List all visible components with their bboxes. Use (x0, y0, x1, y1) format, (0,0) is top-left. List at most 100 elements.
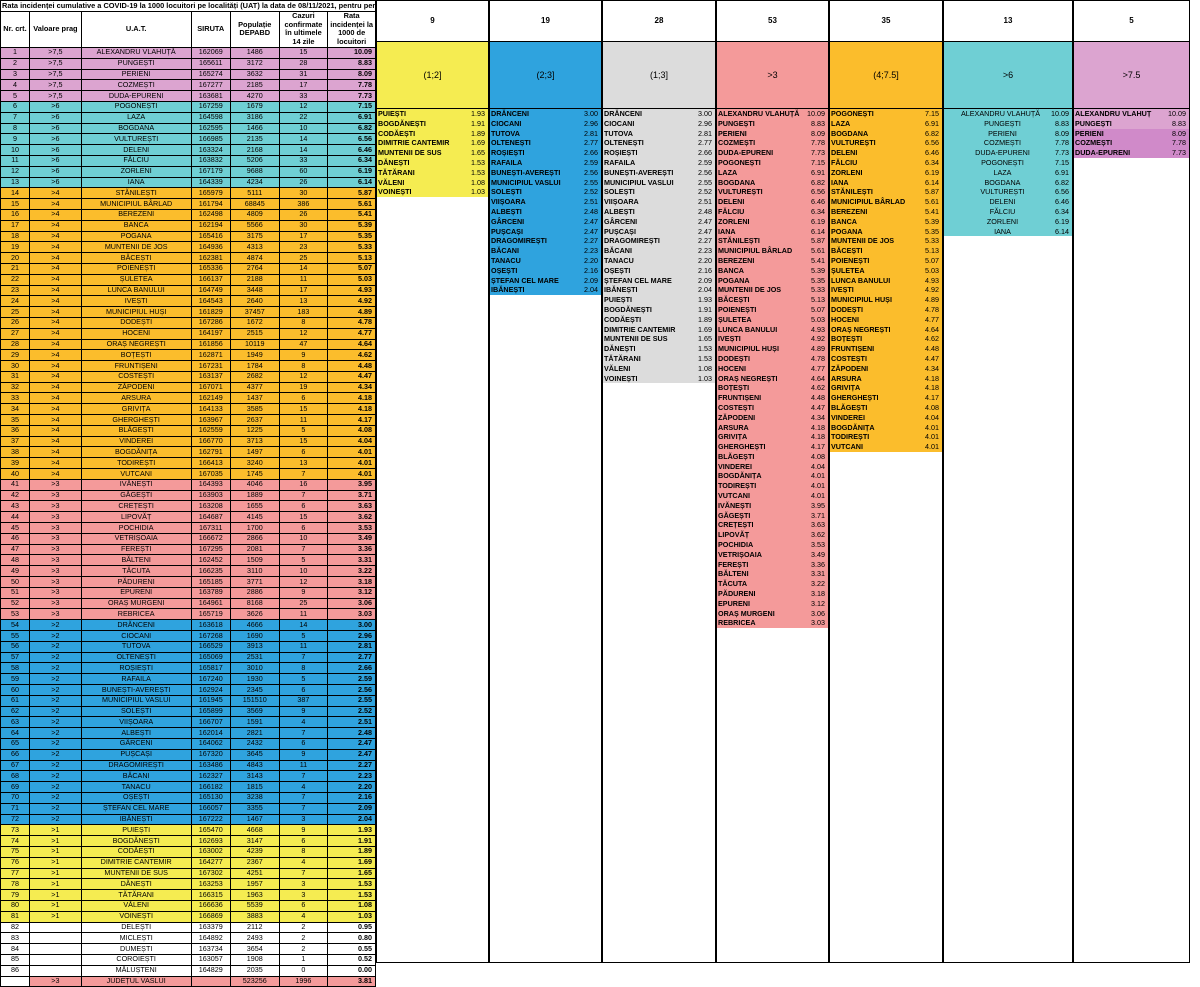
category-item-value: 5.61 (811, 246, 825, 256)
category-item-name: BĂCANI (491, 246, 519, 256)
category-item: VUTCANI 4.01 (830, 442, 942, 452)
category-item-value: 2.47 (698, 226, 712, 236)
siruta-code: 167259 (190, 100, 231, 113)
category-item-value: 2.66 (584, 148, 598, 158)
category-item-name: DĂNEȘTI (604, 344, 636, 354)
siruta-code: 165185 (190, 576, 231, 588)
siruta-code: 166672 (190, 532, 231, 545)
threshold-value: >4 (29, 424, 82, 437)
category-item-value: 3.95 (811, 500, 825, 510)
uat-name: MUNICIPIUL VASLUI (80, 694, 192, 707)
category-item-value: 2.47 (584, 216, 598, 226)
threshold-value: >4 (29, 381, 82, 394)
cases: 17 (278, 284, 329, 297)
rate: 3.71 (327, 489, 376, 502)
category-item: DELENI 6.46 (717, 197, 828, 207)
category-item: RAFAILA 2.59 (603, 157, 715, 168)
cases: 26 (278, 176, 329, 189)
category-item-name: ROȘIEȘTI (491, 148, 525, 158)
row-number: 76 (0, 856, 30, 869)
rate: 3.31 (327, 554, 376, 567)
category-item: BĂCEȘTI 5.13 (717, 295, 828, 305)
threshold-value: >4 (29, 370, 82, 383)
population: 2531 (229, 651, 280, 664)
threshold-value: >4 (29, 230, 82, 243)
cases: 11 (278, 640, 329, 653)
category-item: IVEȘTI 4.92 (830, 285, 942, 296)
category-item-name: VINDEREI (718, 461, 752, 471)
table-row: 78 >1 DĂNEȘTI 163253 1957 3 1.53 (0, 878, 376, 891)
category-item-name: PERIENI (988, 128, 1017, 138)
siruta-code: 167295 (190, 543, 231, 556)
population: 1655 (229, 500, 280, 513)
rate: 4.01 (327, 468, 376, 480)
cases: 6 (278, 522, 329, 534)
category-item-name: DRĂNCENI (604, 109, 642, 118)
rate: 2.27 (327, 759, 376, 772)
population: 4843 (229, 759, 280, 772)
cases: 7 (278, 867, 329, 880)
category-item-name: ȘULETEA (831, 265, 865, 275)
siruta-code: 162498 (190, 208, 231, 221)
table-row: 54 >2 DRĂNCENI 163618 4666 14 3.00 (0, 619, 376, 632)
category-count: 35 (830, 1, 942, 42)
category-item-value: 1.53 (471, 157, 485, 167)
category-item-value: 6.82 (1055, 177, 1069, 187)
category-item-name: ZORLENI (831, 167, 863, 177)
cases: 10 (278, 532, 329, 545)
category-item-name: BEREZENI (718, 255, 755, 265)
table-row: 69 >2 TANACU 166182 1815 4 2.20 (0, 781, 376, 793)
row-number: 75 (0, 845, 30, 858)
category-item-value: 4.92 (811, 334, 825, 344)
cases: 7 (278, 727, 329, 739)
row-number: 11 (0, 154, 30, 167)
category-item-name: IVEȘTI (718, 334, 741, 344)
threshold-value (29, 953, 82, 966)
category-item-value: 4.47 (925, 353, 939, 363)
table-row: 73 >1 PUIEȘTI 165470 4668 9 1.93 (0, 824, 376, 837)
category-item: TĂTĂRANI 1.53 (377, 167, 488, 178)
category-item-value: 1.08 (698, 363, 712, 373)
category-item: BOȚEȘTI 4.62 (717, 383, 828, 394)
cases: 14 (278, 619, 329, 632)
category-item-value: 4.18 (811, 422, 825, 432)
header-siruta: SIRUTA (190, 10, 231, 48)
category-item-name: VOINEȘTI (604, 373, 638, 383)
category-item-name: DELENI (989, 197, 1016, 207)
category-item-name: MUNTENII DE JOS (718, 285, 782, 295)
category-item-name: PUȘCAȘI (491, 226, 523, 236)
uat-name: GRIVIȚA (80, 403, 192, 416)
table-row: 76 >1 DIMITRIE CANTEMIR 164277 2367 4 1.69 (0, 856, 376, 869)
category-item: ZĂPODENI 4.34 (830, 363, 942, 374)
row-number: 10 (0, 144, 30, 156)
category-item-value: 1.53 (471, 167, 485, 177)
category-item: ZORLENI 6.19 (717, 216, 828, 227)
cases: 9 (278, 349, 329, 362)
threshold-value: >4 (29, 208, 82, 221)
siruta-code: 165611 (190, 57, 231, 70)
row-number: 45 (0, 522, 30, 534)
siruta-code: 166315 (190, 889, 231, 901)
category-item: GHERGHEȘTI 4.17 (717, 442, 828, 452)
category-item-name: ORAȘ NEGREȘTI (831, 324, 891, 334)
rate: 5.87 (327, 187, 376, 200)
rate: 2.23 (327, 770, 376, 783)
category-item-value: 2.55 (698, 177, 712, 187)
threshold-value: >4 (29, 403, 82, 416)
siruta-code: 166985 (190, 133, 231, 146)
category-item: BEREZENI 5.41 (717, 255, 828, 266)
category-item-value: 4.01 (925, 432, 939, 442)
category-item-name: CIOCANI (491, 118, 522, 128)
category-item-value: 1.91 (698, 304, 712, 314)
category-item-value: 3.00 (584, 109, 598, 118)
siruta-code: 167240 (190, 673, 231, 685)
category-item-name: DUDA-EPURENI (1075, 148, 1131, 158)
population: 1466 (229, 122, 280, 135)
category-item-name: VĂLENI (604, 363, 631, 373)
rate: 5.03 (327, 273, 376, 286)
threshold-value: >4 (29, 252, 82, 264)
rate: 3.18 (327, 576, 376, 588)
category-item-value: 8.09 (1055, 128, 1069, 138)
category-item: DRĂNCENI 3.00 (490, 109, 601, 119)
row-number: 2 (0, 57, 30, 70)
